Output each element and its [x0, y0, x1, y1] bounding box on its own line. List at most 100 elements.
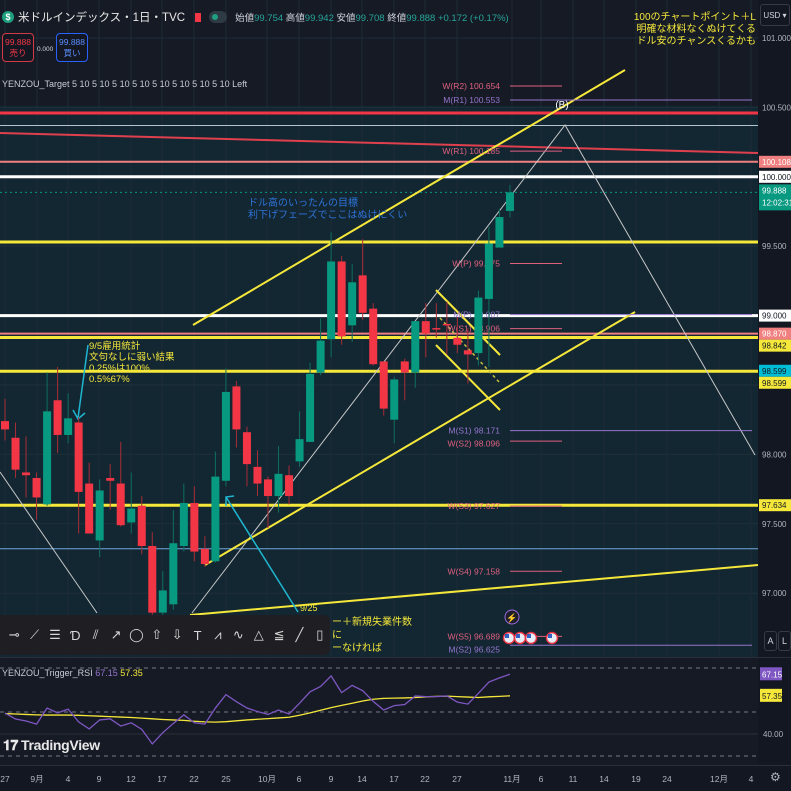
candle — [221, 391, 230, 481]
candle — [316, 340, 325, 373]
rsi-ma-value: 57.35 — [120, 668, 143, 678]
visibility-toggle[interactable] — [209, 11, 228, 23]
rectangle-icon[interactable]: ▯ — [316, 627, 324, 642]
tradingview-logo[interactable]: 𝟏𝟕 TradingView — [3, 737, 103, 754]
open-value: 99.754 — [254, 13, 284, 24]
triangle-pattern-icon[interactable]: △ — [253, 627, 264, 642]
high-label: 高値 — [285, 13, 305, 24]
fib-retracement-icon[interactable]: ☰ — [49, 627, 61, 642]
price-tick: 97.000 — [762, 589, 787, 598]
auto-scale-button[interactable]: A — [764, 631, 777, 651]
abcd-pattern-icon[interactable]: ⩘ — [214, 627, 222, 642]
time-tick: 9 — [329, 774, 334, 784]
long-support-line — [189, 564, 759, 616]
price-label-box — [759, 155, 791, 168]
candle — [400, 361, 409, 373]
arrow-down-icon[interactable]: ⇩ — [171, 627, 183, 642]
annotation-line: 文句なしに弱い結果 — [89, 352, 175, 363]
line-icon[interactable]: ╱ — [295, 627, 304, 642]
indicator-legend[interactable]: YENZOU_Target 5 10 5 10 5 10 5 10 5 10 5… — [2, 79, 248, 89]
pivot-label: M(S1) 98.171 — [449, 426, 501, 436]
annotation-blue[interactable]: ドル高のいったんの目標 利下げフェーズでここはぬけにくい — [248, 198, 407, 222]
annotation-bottom[interactable]: ー＋新規失業件数 に ーなければ — [332, 616, 412, 655]
price-label-box — [759, 499, 791, 512]
candle — [200, 548, 209, 565]
sell-button[interactable]: 99.888 売り — [2, 33, 34, 62]
rsi-ma-box — [760, 688, 782, 702]
tradingview-logo-icon: 𝟏𝟕 — [3, 737, 18, 753]
events: ⚡ — [502, 609, 559, 645]
close-value: 99.888 — [406, 13, 436, 24]
ohlc-values: 始値99.754 高値99.942 安値99.708 終値99.888 +0.1… — [235, 10, 509, 24]
text-icon[interactable]: T — [193, 627, 202, 643]
symbol-title[interactable]: 米ドルインデックス・1日・TVC — [18, 12, 186, 24]
fib-channel-icon[interactable]: ≦ — [273, 627, 285, 642]
candle — [505, 192, 514, 211]
candle — [390, 379, 399, 420]
pitchfork-icon[interactable]: Ɗ — [70, 627, 81, 643]
candle — [85, 483, 94, 534]
trend-line-icon[interactable]: ⟋ — [30, 627, 40, 642]
candle — [22, 472, 31, 476]
price-label: 100.000 — [762, 173, 791, 182]
market-closed-flag-icon[interactable] — [195, 12, 202, 22]
time-tick: 6 — [539, 774, 544, 784]
candle — [169, 543, 178, 605]
time-axis[interactable]: 27 9月 4 9 12 17 22 25 10月 6 9 14 17 22 27 11月 6 11 14 19 24 1… — [0, 774, 753, 784]
candle — [348, 282, 357, 326]
price-label: 100.108 — [762, 158, 791, 167]
current-price-label: 12:02:31 — [762, 198, 791, 207]
log-scale-button[interactable]: L — [778, 631, 791, 651]
red-trendline — [0, 132, 759, 154]
time-tick: 6 — [297, 774, 302, 784]
candle — [242, 432, 251, 465]
arrow-line-icon[interactable]: ↗ — [110, 627, 122, 642]
candle — [285, 475, 294, 497]
price-label-box — [759, 327, 791, 340]
candle — [190, 502, 199, 552]
pivot-label: W(R2) 100.654 — [442, 81, 500, 91]
chevron-down-icon: ▾ — [780, 10, 787, 20]
channel-lower — [204, 311, 636, 566]
rsi-legend[interactable]: YENZOU_Trigger_RSI 67.15 57.35 — [2, 668, 143, 678]
price-label: 98.599 — [762, 379, 787, 388]
wave-label: (B) — [555, 100, 568, 111]
candle — [232, 386, 241, 430]
candle — [411, 321, 420, 373]
time-tick: 12 — [126, 774, 136, 784]
lightning-icon[interactable] — [504, 609, 520, 625]
price-tick: 97.500 — [762, 520, 787, 529]
candle — [116, 483, 125, 526]
parallel-channel-icon[interactable]: ⫽ — [92, 627, 99, 642]
price-label-box — [759, 170, 791, 183]
annotation-line: 0.5%67% — [89, 374, 130, 385]
circle-icon[interactable]: ◯ — [129, 627, 144, 642]
currency-select[interactable]: USD ▾ — [760, 4, 790, 26]
lightning-glyph: ⚡ — [506, 612, 517, 624]
time-tick: 9月 — [30, 774, 43, 784]
annotation-line: 0.25%は100% — [89, 363, 150, 374]
low-label: 安値 — [336, 13, 356, 24]
time-tick: 4 — [749, 774, 754, 784]
annotation-date[interactable]: 9/25 — [300, 603, 318, 613]
candle — [158, 590, 167, 613]
arrow-up-icon[interactable]: ⇧ — [151, 627, 163, 642]
rsi-value-box — [760, 667, 782, 681]
price-label: 98.870 — [762, 330, 787, 339]
annotation-nfp[interactable]: 9/5雇用統計 文句なしに弱い結果 0.25%は100% 0.5%67% — [89, 341, 175, 385]
horizontal-ray-icon[interactable]: ⊸ — [8, 627, 20, 642]
price-label: 97.634 — [762, 501, 787, 510]
highlight-zone — [0, 106, 758, 657]
dollar-logo-icon: $ — [2, 11, 14, 23]
annotation-line: ー＋新規失業件数 — [332, 617, 412, 628]
elliott-wave-icon[interactable]: ∿ — [232, 627, 244, 642]
settings-gear-icon[interactable]: ⚙ — [770, 770, 781, 784]
channel-upper — [192, 69, 626, 326]
candle — [43, 411, 52, 505]
price-axis[interactable] — [758, 0, 791, 791]
buy-button[interactable]: 99.888 買い — [56, 33, 88, 62]
annotation-line: ドル安のチャンスくるかも — [636, 36, 757, 47]
candle — [74, 422, 83, 492]
annotation-top-right[interactable]: 100のチャートポイント＋L 明確な材料なくぬけてくる ドル安のチャンスくるかも — [634, 12, 756, 48]
annotation-line: ーなければ — [332, 643, 382, 654]
